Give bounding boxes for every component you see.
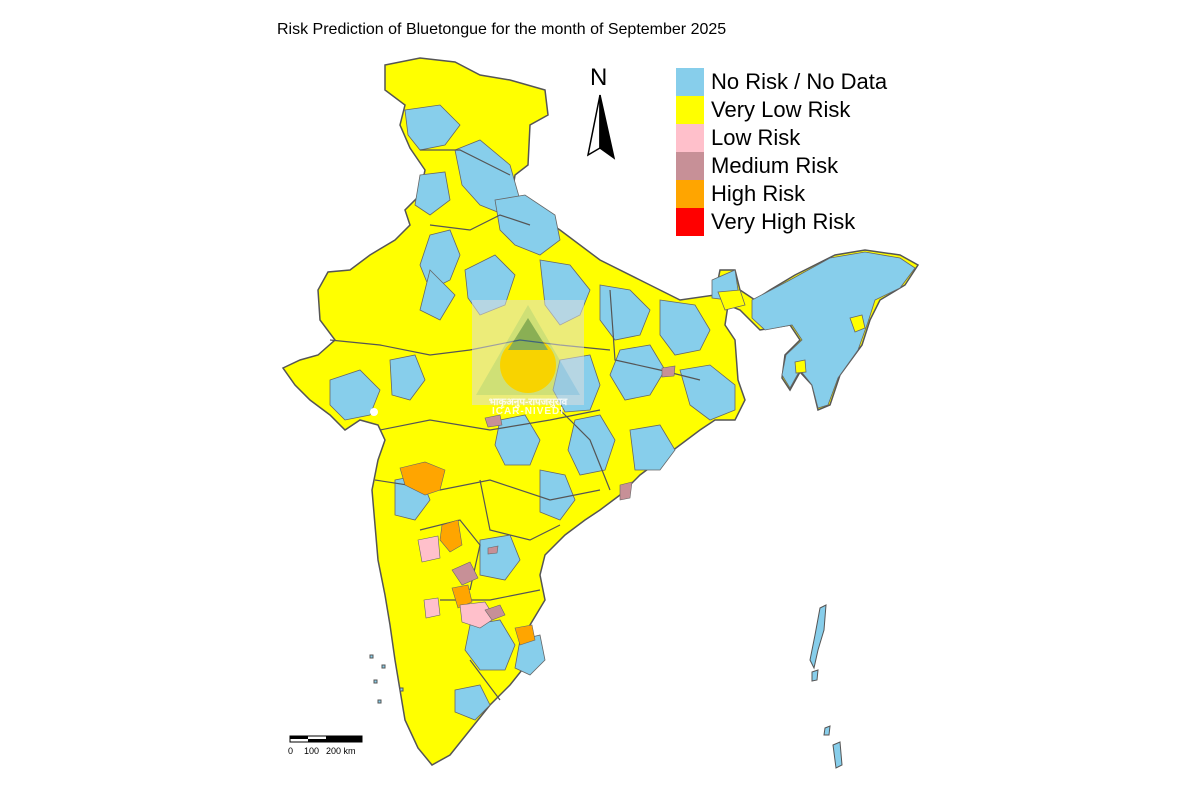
andaman-nicobar-islands (809, 604, 843, 769)
legend-label: Very Low Risk (711, 97, 851, 122)
legend-swatch (676, 208, 704, 236)
low-risk-regions (417, 535, 496, 629)
scale-tick-0: 0 (288, 746, 294, 756)
watermark-logo (472, 300, 584, 405)
legend-item-very-high-risk: Very High Risk (676, 208, 887, 236)
legend-item-high-risk: High Risk (676, 180, 887, 208)
medium-risk-regions (451, 365, 676, 621)
legend-swatch (676, 68, 704, 96)
north-label: N (590, 64, 608, 91)
scale-tick-200: 200 km (326, 746, 356, 756)
legend-swatch (676, 152, 704, 180)
map-title: Risk Prediction of Bluetongue for the mo… (277, 21, 727, 38)
legend-item-no-risk: No Risk / No Data (676, 68, 887, 96)
lakshadweep-islands (369, 654, 404, 704)
high-risk-regions (399, 461, 536, 646)
ne-very-low-regions (717, 289, 866, 374)
watermark-org-text: ICAR-NIVEDI (491, 406, 565, 417)
coastal-white-patch (370, 408, 378, 416)
legend-item-very-low-risk: Very Low Risk (676, 96, 887, 124)
north-arrow (586, 94, 616, 160)
legend-swatch (676, 96, 704, 124)
map-legend: No Risk / No Data Very Low Risk Low Risk… (676, 68, 887, 236)
legend-label: High Risk (711, 181, 806, 206)
legend-label: Low Risk (711, 125, 801, 150)
scale-bar (289, 735, 363, 743)
legend-label: Medium Risk (711, 153, 839, 178)
legend-label: Very High Risk (711, 209, 856, 234)
legend-swatch (676, 180, 704, 208)
watermark-hindi-text: भाकृअनुप-रापजसुराव (488, 397, 568, 408)
legend-label: No Risk / No Data (711, 69, 888, 94)
legend-item-medium-risk: Medium Risk (676, 152, 887, 180)
scale-tick-100: 100 (304, 746, 320, 756)
legend-item-low-risk: Low Risk (676, 124, 887, 152)
legend-swatch (676, 124, 704, 152)
